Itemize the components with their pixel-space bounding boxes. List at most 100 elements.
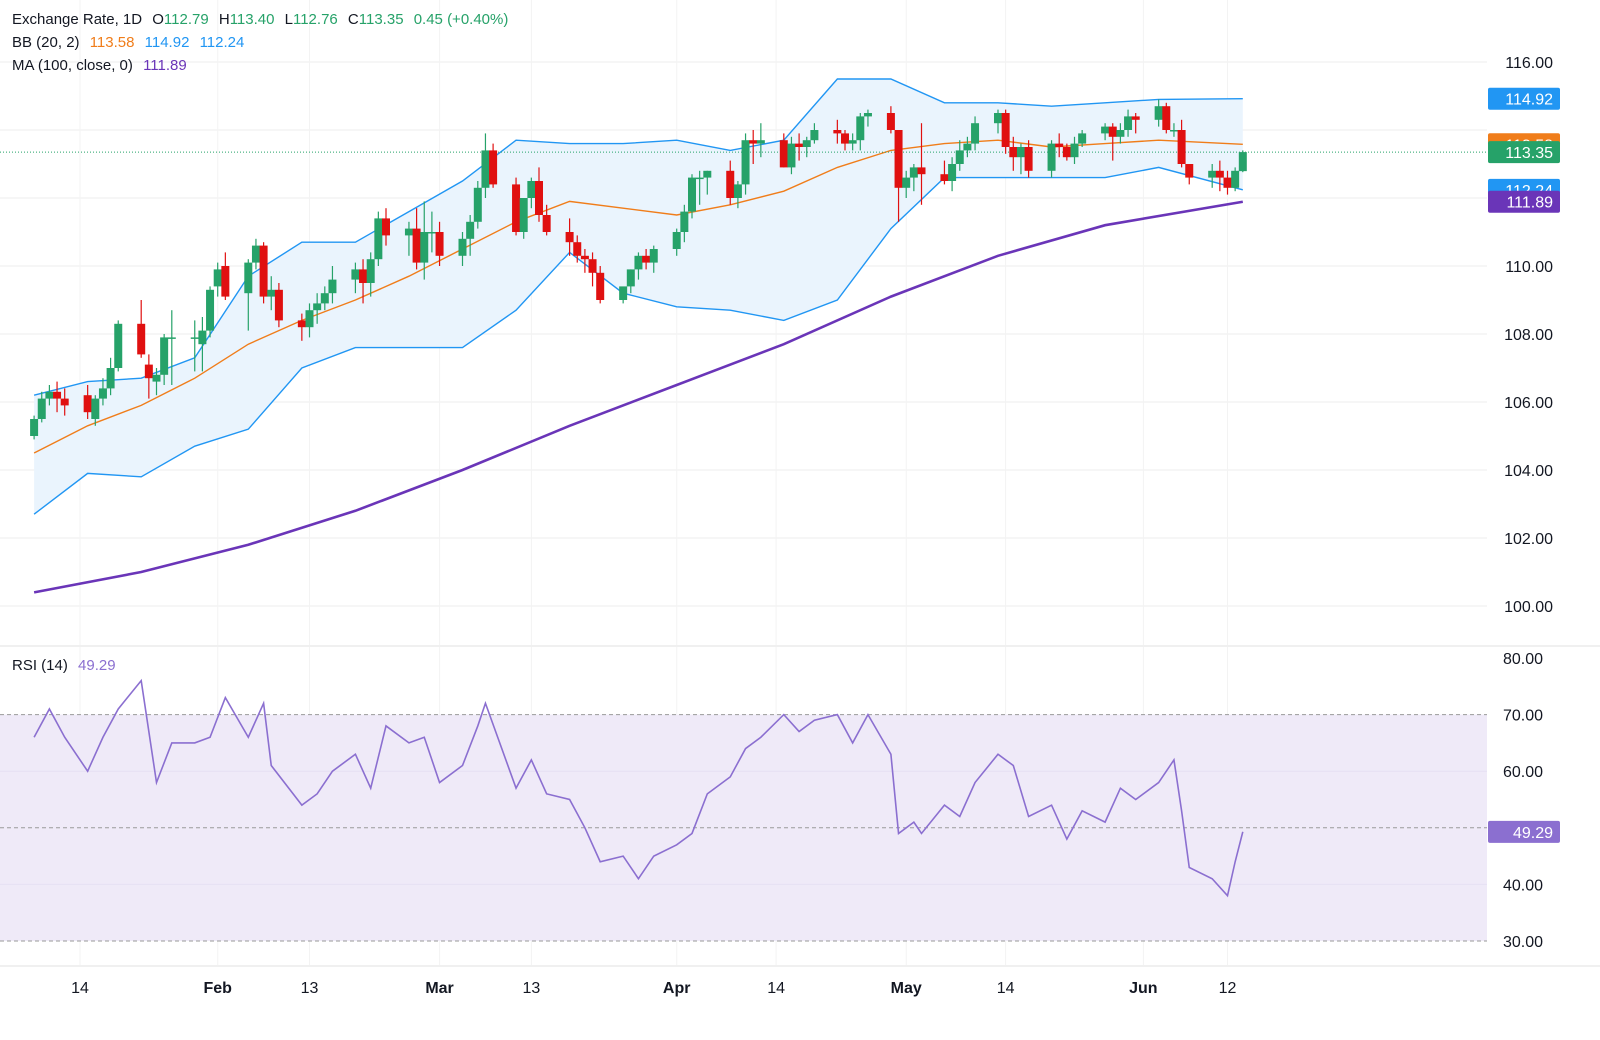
candle [1131,113,1140,134]
candle [1009,136,1018,171]
candle [313,293,322,324]
candle-body [856,116,865,141]
candle-body [1070,143,1079,158]
candle [251,238,260,270]
candle [412,208,421,270]
candle [756,123,765,158]
bb-upper-line [33,78,1243,396]
candle-body [458,238,467,256]
candle [404,221,413,256]
legend-ma: MA (100, close, 0) 111.89 [12,57,193,74]
candle-body [1162,106,1171,130]
y-tick-label: 102.00 [1504,531,1553,548]
candle [190,320,199,372]
candle [779,133,788,168]
legend-rsi: RSI (14) 49.29 [12,657,122,674]
candle-body [1185,164,1194,178]
candle [902,170,911,198]
candle [1223,170,1232,195]
candle [1024,140,1033,178]
candle [940,160,949,185]
candle [420,201,429,280]
candle-body [244,262,253,294]
legend-ohlc: Exchange Rate, 1D O112.79 H113.40 L112.7… [12,11,514,28]
candle-body [374,218,383,260]
candle-body [267,289,276,297]
candle-body [695,177,704,180]
candle [519,198,528,239]
candle-body [259,245,268,297]
candle [481,133,490,198]
candle [994,109,1002,134]
candle [328,266,337,304]
candle-body [53,391,62,399]
candle [833,119,842,144]
candle-body [894,130,903,188]
candle-body [1177,130,1186,164]
high-value: 113.40 [229,11,275,28]
candle [1238,150,1247,173]
x-tick-label: Mar [425,980,453,997]
candle [1177,119,1186,168]
candle [53,381,62,413]
bb-label: BB (20, 2) [12,34,80,51]
candle [649,245,658,273]
badge-bb-upper-text: 114.92 [1505,92,1553,109]
candle [366,252,375,297]
candle [963,136,972,158]
rsi-y-tick-label: 40.00 [1503,877,1543,894]
y-tick-label: 110.00 [1505,259,1553,276]
candle-body [680,211,689,232]
candle [1108,123,1117,161]
candle-body [672,232,681,249]
candle-body [741,140,750,185]
close-label: C [347,11,359,28]
candle-body [588,259,597,273]
candle [856,113,865,151]
rsi-y-tick-label: 80.00 [1503,651,1543,668]
x-tick-label: 14 [71,980,89,997]
x-tick-label: 14 [997,980,1015,997]
candle [542,204,551,236]
candle [588,252,597,287]
candle-body [1078,133,1087,144]
candle [894,130,903,222]
candle-body [91,398,100,419]
legend-bb: BB (20, 2) 113.58 114.92 112.24 [12,34,250,51]
candle [580,249,589,273]
candle-body [412,228,421,263]
badge-rsi-text: 49.29 [1513,825,1553,842]
candle-body [703,170,712,178]
x-tick-label: Feb [203,980,232,997]
y-tick-label: 106.00 [1504,395,1553,412]
y-tick-label: 108.00 [1504,327,1553,344]
rsi-y-tick-label: 70.00 [1503,708,1543,725]
candle [626,269,635,294]
candle [787,136,796,175]
candle [98,378,107,406]
candle-body [749,140,758,144]
candle-body [206,289,215,331]
candle [91,395,100,426]
candle-body [1208,170,1217,178]
candle [596,266,605,304]
candle [573,235,582,263]
badge-bb-upper-bg [1488,87,1560,110]
candle-body [274,289,283,321]
candle-body [863,113,872,117]
bb-middle-line [33,139,1243,454]
candle-body [733,184,742,198]
candle [1062,143,1071,161]
candle-body [251,245,260,263]
candle [680,204,689,243]
candle [848,133,857,151]
candle [1154,99,1163,127]
candle-body [955,150,964,164]
ma-line [33,200,1244,594]
candle [144,354,153,399]
candle [244,259,253,331]
high-label: H [218,11,230,28]
candle-body [802,140,811,147]
